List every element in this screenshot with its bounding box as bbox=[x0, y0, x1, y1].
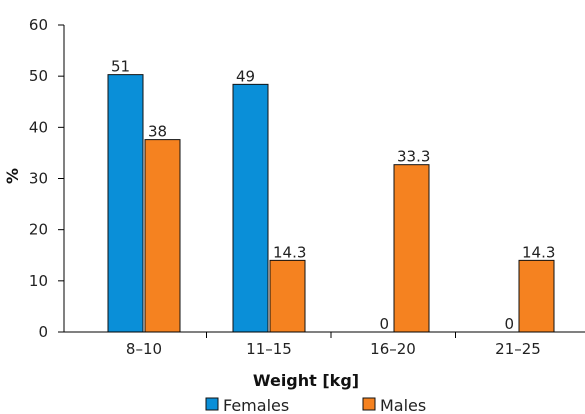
x-tick-label: 8–10 bbox=[126, 340, 162, 358]
data-labels: 51 38 49 14.3 0 33.3 0 14.3 bbox=[111, 58, 555, 333]
x-tick-label: 11–15 bbox=[246, 340, 292, 358]
y-tick-label: 60 bbox=[29, 16, 48, 34]
bars bbox=[107, 74, 555, 333]
x-axis-title: Weight [kg] bbox=[253, 371, 359, 390]
x-tick-label: 16–20 bbox=[370, 340, 416, 358]
males-bar bbox=[144, 139, 181, 333]
females-value-label: 49 bbox=[236, 67, 255, 85]
females-legend-swatch bbox=[205, 397, 219, 411]
y-tick-label: 0 bbox=[38, 323, 48, 341]
males-value-label: 14.3 bbox=[522, 243, 555, 261]
males-bar bbox=[393, 164, 430, 333]
males-value-label: 14.3 bbox=[273, 243, 306, 261]
females-bar bbox=[107, 74, 144, 333]
females-value-label: 0 bbox=[379, 315, 389, 333]
females-bar bbox=[232, 83, 269, 333]
males-value-label: 38 bbox=[148, 123, 167, 141]
y-tick-label: 20 bbox=[29, 221, 48, 239]
males-legend-swatch bbox=[362, 397, 376, 411]
males-bar bbox=[518, 259, 555, 333]
y-axis-title: % bbox=[3, 168, 22, 184]
legend: Females Males bbox=[205, 396, 426, 414]
males-legend-label: Males bbox=[380, 396, 426, 414]
males-bar bbox=[269, 259, 306, 333]
males-value-label: 33.3 bbox=[397, 148, 430, 166]
females-legend-label: Females bbox=[223, 396, 289, 414]
y-tick-label: 10 bbox=[29, 272, 48, 290]
y-tick-label: 30 bbox=[29, 170, 48, 188]
females-value-label: 51 bbox=[111, 58, 130, 76]
y-axis-ticks: 0 10 20 30 40 50 60 bbox=[29, 16, 64, 341]
x-tick-label: 21–25 bbox=[495, 340, 541, 358]
y-tick-label: 40 bbox=[29, 118, 48, 136]
x-axis-tick-labels: 8–10 11–15 16–20 21–25 bbox=[126, 332, 541, 358]
y-tick-label: 50 bbox=[29, 67, 48, 85]
females-value-label: 0 bbox=[504, 315, 514, 333]
